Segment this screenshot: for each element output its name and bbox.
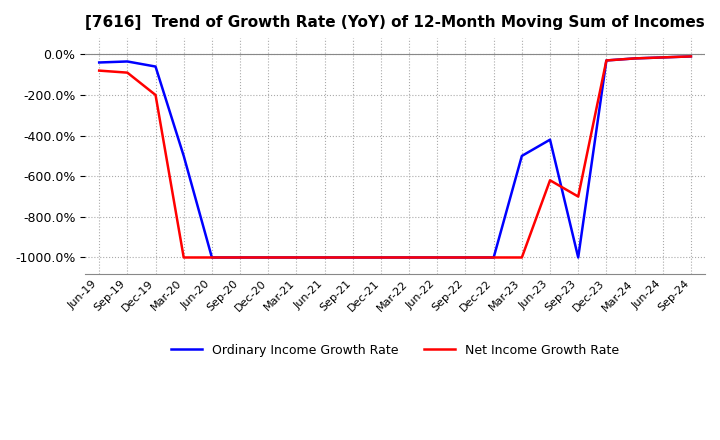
Ordinary Income Growth Rate xyxy=(264,255,273,260)
Net Income Growth Rate xyxy=(235,255,244,260)
Net Income Growth Rate xyxy=(574,194,582,199)
Net Income Growth Rate xyxy=(123,70,132,75)
Ordinary Income Growth Rate xyxy=(123,59,132,64)
Net Income Growth Rate xyxy=(95,68,104,73)
Ordinary Income Growth Rate xyxy=(235,255,244,260)
Title: [7616]  Trend of Growth Rate (YoY) of 12-Month Moving Sum of Incomes: [7616] Trend of Growth Rate (YoY) of 12-… xyxy=(85,15,705,30)
Net Income Growth Rate xyxy=(687,54,696,59)
Ordinary Income Growth Rate xyxy=(292,255,301,260)
Ordinary Income Growth Rate xyxy=(151,64,160,69)
Net Income Growth Rate xyxy=(546,178,554,183)
Net Income Growth Rate xyxy=(405,255,413,260)
Legend: Ordinary Income Growth Rate, Net Income Growth Rate: Ordinary Income Growth Rate, Net Income … xyxy=(166,339,624,362)
Line: Net Income Growth Rate: Net Income Growth Rate xyxy=(99,56,691,257)
Net Income Growth Rate xyxy=(179,255,188,260)
Net Income Growth Rate xyxy=(658,55,667,60)
Ordinary Income Growth Rate xyxy=(95,60,104,65)
Net Income Growth Rate xyxy=(377,255,385,260)
Net Income Growth Rate xyxy=(602,58,611,63)
Ordinary Income Growth Rate xyxy=(658,55,667,60)
Net Income Growth Rate xyxy=(433,255,441,260)
Net Income Growth Rate xyxy=(320,255,329,260)
Ordinary Income Growth Rate xyxy=(320,255,329,260)
Ordinary Income Growth Rate xyxy=(518,153,526,158)
Ordinary Income Growth Rate xyxy=(377,255,385,260)
Net Income Growth Rate xyxy=(630,56,639,61)
Ordinary Income Growth Rate xyxy=(462,255,470,260)
Net Income Growth Rate xyxy=(490,255,498,260)
Ordinary Income Growth Rate xyxy=(433,255,441,260)
Net Income Growth Rate xyxy=(151,92,160,98)
Net Income Growth Rate xyxy=(462,255,470,260)
Ordinary Income Growth Rate xyxy=(574,255,582,260)
Net Income Growth Rate xyxy=(348,255,357,260)
Ordinary Income Growth Rate xyxy=(179,153,188,158)
Ordinary Income Growth Rate xyxy=(207,255,216,260)
Net Income Growth Rate xyxy=(207,255,216,260)
Ordinary Income Growth Rate xyxy=(630,56,639,61)
Line: Ordinary Income Growth Rate: Ordinary Income Growth Rate xyxy=(99,56,691,257)
Ordinary Income Growth Rate xyxy=(405,255,413,260)
Ordinary Income Growth Rate xyxy=(546,137,554,142)
Ordinary Income Growth Rate xyxy=(687,54,696,59)
Ordinary Income Growth Rate xyxy=(490,255,498,260)
Net Income Growth Rate xyxy=(292,255,301,260)
Ordinary Income Growth Rate xyxy=(602,58,611,63)
Net Income Growth Rate xyxy=(264,255,273,260)
Net Income Growth Rate xyxy=(518,255,526,260)
Ordinary Income Growth Rate xyxy=(348,255,357,260)
